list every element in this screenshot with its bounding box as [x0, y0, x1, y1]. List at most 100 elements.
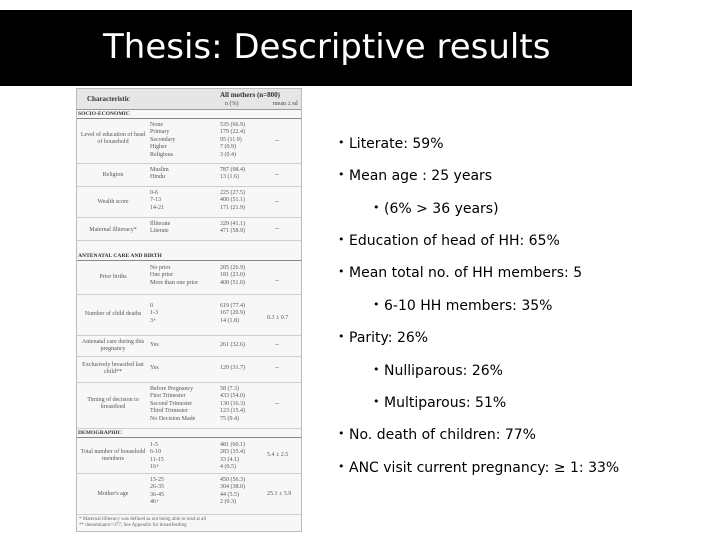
row-label: Religion	[102, 172, 124, 178]
section-divider	[77, 260, 301, 261]
row-mean-sd: 25.1 ± 5.9	[267, 491, 292, 497]
row-mean-sd: --	[275, 342, 279, 348]
bullet-dot-icon: •	[338, 136, 345, 149]
row-categories: Yes	[150, 342, 159, 348]
table-row: Total number of household members 1-5 6-…	[77, 439, 301, 474]
results-table: Characteristic All mothers (n=800) n (%)…	[76, 88, 302, 532]
row-mean-sd: --	[275, 226, 279, 232]
row-values: 58 (7.3) 433 (54.0) 130 (16.3) 123 (15.4…	[220, 386, 245, 422]
bullet-text: Parity: 26%	[349, 330, 429, 346]
table-row: Religion Muslim Hindu 787 (98.4) 13 (1.6…	[77, 164, 301, 187]
header-all-mothers: All mothers (n=800)	[220, 91, 280, 99]
bullet-item: • No. death of children: 77%	[338, 427, 536, 443]
bullet-dot-icon: •	[338, 330, 345, 343]
section-antenatal-care: ANTENATAL CARE AND BIRTH	[78, 253, 162, 259]
bullet-dot-icon: •	[373, 298, 380, 311]
bullet-text: 6-10 HH members: 35%	[384, 298, 553, 314]
table-row: Mother's age 15-25 26-35 36-45 46+ 450 (…	[77, 474, 301, 515]
bullet-text: ANC visit current pregnancy: ≥ 1: 33%	[349, 460, 620, 476]
row-categories: 0-6 7-13 14-21	[150, 190, 164, 211]
bullet-subitem: • 6-10 HH members: 35%	[373, 298, 553, 314]
bullet-text: Mean total no. of HH members: 5	[349, 265, 583, 281]
table-row: Timing of decision to breastfeed Before …	[77, 383, 301, 429]
row-mean-sd: 5.4 ± 2.5	[267, 452, 289, 458]
row-categories: Before Pregnancy First Trimester Second …	[150, 386, 196, 422]
title-bar	[0, 10, 632, 86]
row-categories: 15-25 26-35 36-45 46+	[150, 477, 164, 506]
row-mean-sd: --	[275, 199, 279, 205]
header-mean-sd: mean ± sd	[273, 101, 298, 107]
bullet-text: Mean age : 25 years	[349, 168, 493, 184]
table-row: Maternal illiteracy* Illiterate Literate…	[77, 218, 301, 241]
header-characteristic: Characteristic	[87, 95, 130, 103]
table-row: Exclusively breastfed last child** Yes 1…	[77, 357, 301, 383]
row-categories: Muslim Hindu	[150, 167, 169, 181]
row-label: Maternal illiteracy*	[89, 227, 137, 233]
footnote: * Maternal illiteracy was defined as not…	[79, 517, 207, 522]
row-mean-sd: --	[275, 365, 279, 371]
table-header: Characteristic All mothers (n=800) n (%)…	[77, 89, 301, 110]
bullet-dot-icon: •	[338, 265, 345, 278]
slide-title: Thesis: Descriptive results	[103, 27, 551, 67]
bullet-subitem: • Multiparous: 51%	[373, 395, 507, 411]
row-categories: No prior One prior More than one prior	[150, 265, 199, 286]
table-row: Number of child deaths 0 1-3 3+ 619 (77.…	[77, 295, 301, 336]
row-categories: None Primary Secondary Higher Religious	[150, 122, 176, 158]
bullet-item: • Literate: 59%	[338, 136, 444, 152]
bullet-text: Literate: 59%	[349, 136, 444, 152]
bullet-dot-icon: •	[373, 201, 380, 214]
row-label: Exclusively breastfed last child**	[82, 362, 144, 376]
table-row: Wealth score 0-6 7-13 14-21 225 (27.5) 4…	[77, 187, 301, 218]
bullet-item: • Mean total no. of HH members: 5	[338, 265, 583, 281]
row-label: Number of child deaths	[84, 311, 142, 317]
row-label: Prior births	[99, 274, 127, 280]
row-values: 205 (26.9) 181 (23.0) 408 (51.0)	[220, 265, 245, 286]
row-values: 481 (60.1) 283 (35.4) 33 (4.1) 4 (0.5)	[220, 442, 245, 471]
bullet-dot-icon: •	[338, 427, 345, 440]
bullet-subitem: • (6% > 36 years)	[373, 201, 499, 217]
bullet-text: Nulliparous: 26%	[384, 363, 503, 379]
section-demographic: DEMOGRAPHIC	[78, 430, 122, 436]
row-label: Antenatal care during this pregnancy	[81, 339, 145, 353]
bullet-dot-icon: •	[373, 395, 380, 408]
bullet-text: Education of head of HH: 65%	[349, 233, 560, 249]
footnote: ** denominator=377; See Appendix for bre…	[79, 523, 187, 528]
bullet-text: Multiparous: 51%	[384, 395, 507, 411]
row-categories: Yes	[150, 365, 159, 371]
row-categories: Illiterate Literate	[150, 221, 171, 235]
table-row: Antenatal care during this pregnancy Yes…	[77, 336, 301, 357]
bullet-item: • Parity: 26%	[338, 330, 429, 346]
row-mean-sd: --	[275, 172, 279, 178]
row-values: 261 (32.6)	[220, 342, 245, 348]
bullet-dot-icon: •	[338, 233, 345, 246]
row-mean-sd: --	[275, 278, 279, 284]
row-values: 535 (66.9) 179 (22.4) 95 (11.9) 7 (0.9) …	[220, 122, 245, 158]
row-label: Level of education of head of household	[80, 132, 146, 146]
table-row: Level of education of head of household …	[77, 120, 301, 164]
bullet-item: • Education of head of HH: 65%	[338, 233, 560, 249]
section-socio-economic: SOCIO-ECONOMIC	[78, 111, 130, 117]
row-values: 619 (77.4) 167 (20.9) 14 (1.8)	[220, 303, 245, 324]
section-divider	[77, 118, 301, 119]
table-row: Prior births No prior One prior More tha…	[77, 262, 301, 295]
row-label: Mother's age	[97, 491, 129, 497]
bullet-subitem: • Nulliparous: 26%	[373, 363, 503, 379]
header-n-pct: n (%)	[225, 101, 239, 107]
bullet-item: • ANC visit current pregnancy: ≥ 1: 33%	[338, 460, 620, 476]
row-label: Timing of decision to breastfeed	[87, 397, 139, 411]
bullet-text: No. death of children: 77%	[349, 427, 536, 443]
bullet-text: (6% > 36 years)	[384, 201, 499, 217]
row-values: 450 (56.3) 304 (38.0) 44 (5.5) 2 (0.3)	[220, 477, 245, 506]
row-categories: 1-5 6-10 11-15 16+	[150, 442, 164, 471]
row-values: 329 (41.1) 471 (58.9)	[220, 221, 245, 235]
bullet-dot-icon: •	[373, 363, 380, 376]
row-mean-sd: 0.3 ± 0.7	[267, 315, 289, 321]
section-divider	[77, 437, 301, 438]
row-label: Total number of household members	[80, 449, 146, 463]
row-values: 225 (27.5) 400 (51.1) 171 (21.9)	[220, 190, 245, 211]
row-categories: 0 1-3 3+	[150, 303, 158, 324]
table-footnotes: * Maternal illiteracy was defined as not…	[79, 517, 206, 529]
bullet-dot-icon: •	[338, 460, 345, 473]
bullet-dot-icon: •	[338, 168, 345, 181]
bullet-item: • Mean age : 25 years	[338, 168, 493, 184]
